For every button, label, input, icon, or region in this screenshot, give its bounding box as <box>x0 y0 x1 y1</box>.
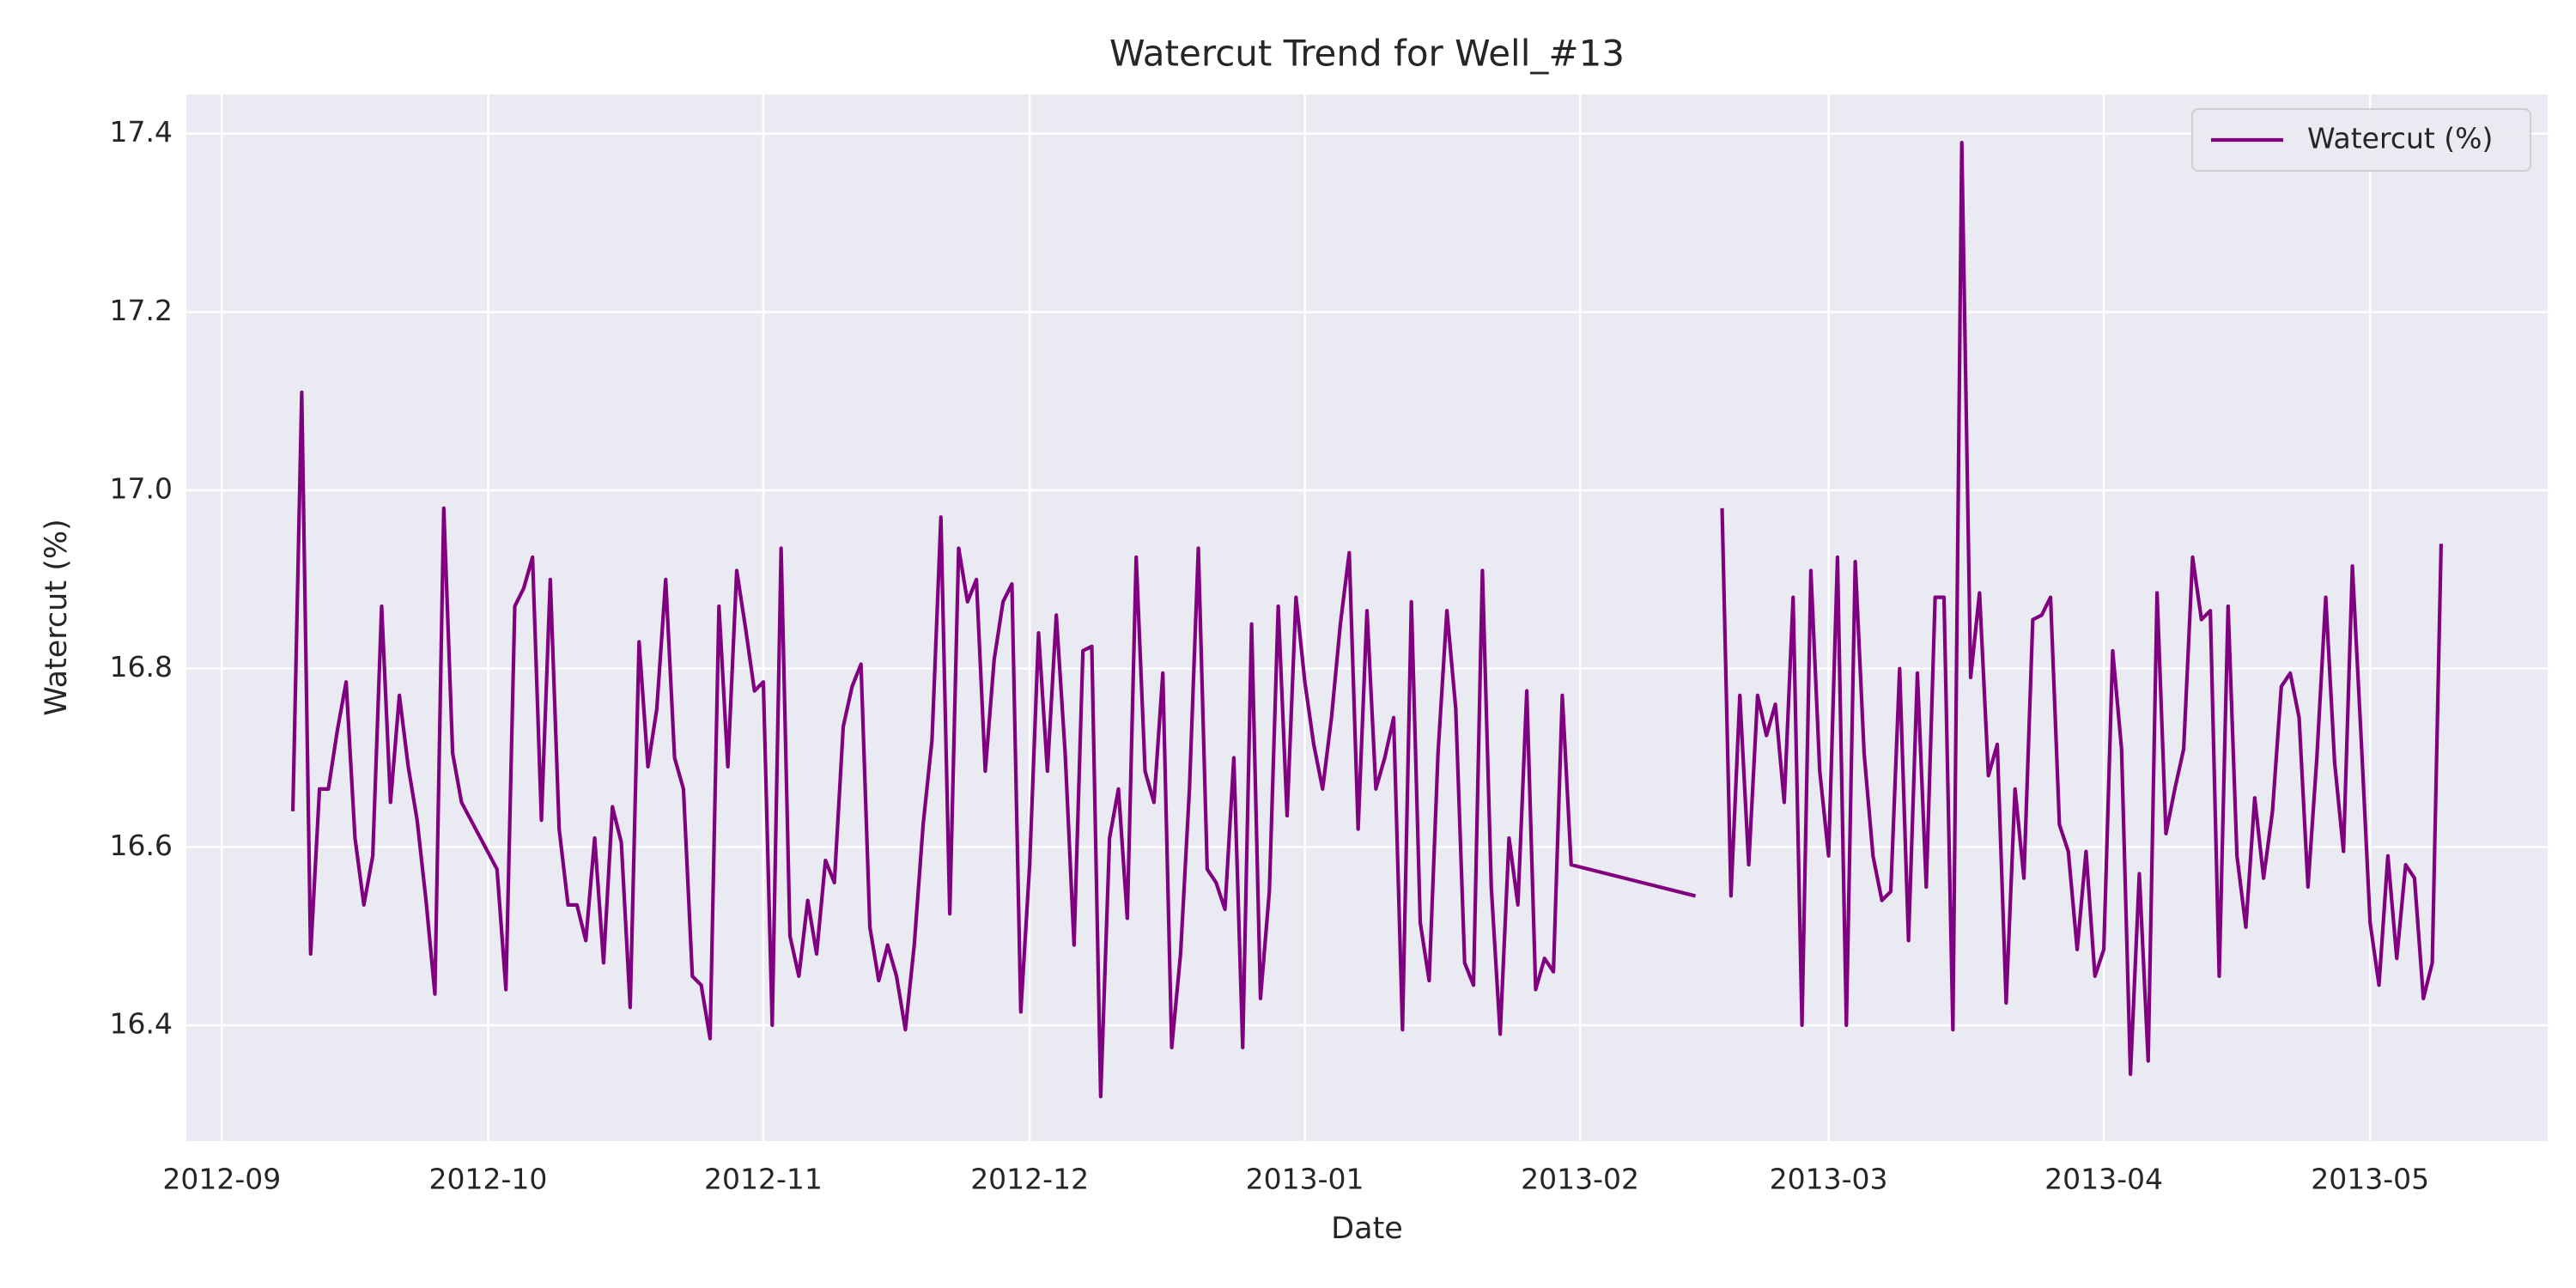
y-tick-label: 16.8 <box>110 650 173 683</box>
y-tick-label: 17.4 <box>110 115 173 149</box>
line-series <box>290 140 2444 1099</box>
x-tick-label: 2013-04 <box>2044 1163 2163 1196</box>
x-axis-label: Date <box>1331 1212 1403 1246</box>
y-axis-label: Watercut (%) <box>39 519 74 716</box>
x-tick-label: 2013-03 <box>1770 1163 1888 1196</box>
grid <box>186 94 2548 1141</box>
y-tick-label: 17.2 <box>110 294 173 327</box>
x-tick-label: 2012-10 <box>429 1163 548 1196</box>
chart-title: Watercut Trend for Well_#13 <box>1109 33 1625 75</box>
x-tick-label: 2012-12 <box>970 1163 1089 1196</box>
y-tick-label: 16.4 <box>110 1007 173 1041</box>
legend-label: Watercut (%) <box>2307 122 2493 155</box>
x-tick-label: 2013-05 <box>2311 1163 2429 1196</box>
x-tick-label: 2013-02 <box>1521 1163 1639 1196</box>
y-tick-label: 17.0 <box>110 472 173 506</box>
legend: Watercut (%) <box>2191 108 2531 172</box>
legend-box <box>2191 108 2531 172</box>
x-tick-label: 2012-09 <box>162 1163 281 1196</box>
x-tick-label: 2013-01 <box>1246 1163 1364 1196</box>
y-tick-label: 16.6 <box>110 829 173 862</box>
x-tick-label: 2012-11 <box>704 1163 823 1196</box>
labels: 16.4 16.6 16.8 17.0 17.2 17.4 2012-09 2012-10 20… <box>110 115 2430 1195</box>
marks <box>290 140 2444 1099</box>
